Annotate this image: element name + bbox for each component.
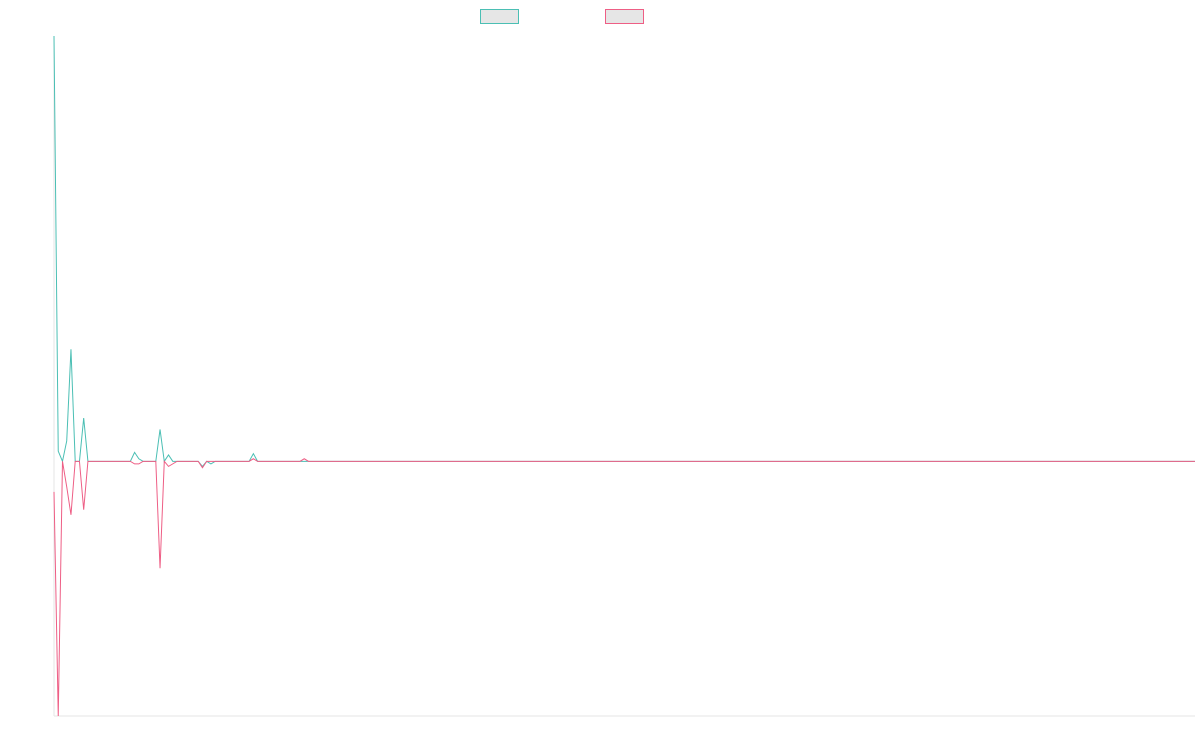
series-line-series-b bbox=[53, 458, 1195, 717]
legend-swatch-series-b[interactable] bbox=[605, 9, 644, 24]
series-line-series-a bbox=[53, 35, 1195, 468]
legend-swatch-series-a[interactable] bbox=[480, 9, 519, 24]
